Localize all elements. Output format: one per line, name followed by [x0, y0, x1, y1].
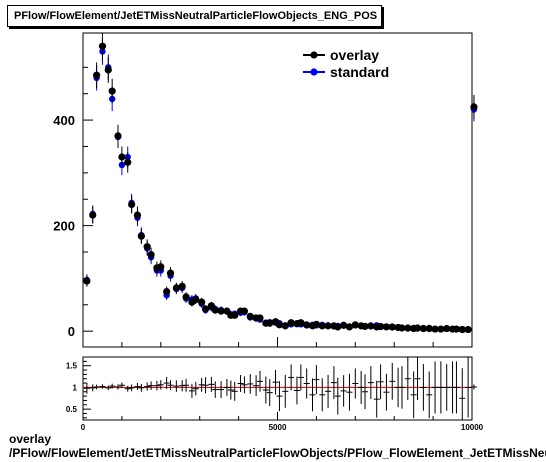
x-tick-label: 0: [81, 423, 86, 430]
overlay-point: [217, 307, 225, 315]
overlay-point: [281, 322, 289, 330]
overlay-point: [275, 321, 284, 329]
overlay-point: [128, 200, 136, 209]
footer-histogram-path: /PFlow/FlowElement/JetETMissNeutralParti…: [9, 446, 546, 460]
overlay-point: [147, 251, 155, 259]
overlay-point: [376, 322, 385, 331]
footer-series-label: overlay: [9, 432, 52, 446]
overlay-point: [83, 277, 91, 285]
overlay-point: [172, 284, 180, 292]
overlay-point: [452, 325, 461, 333]
overlay-point: [198, 298, 206, 306]
overlay-point: [256, 314, 264, 322]
y-tick-label: 200: [53, 219, 75, 234]
overlay-point: [404, 324, 412, 332]
legend-marker: [310, 51, 318, 59]
overlay-point: [398, 324, 406, 332]
overlay-point: [382, 323, 391, 331]
overlay-point: [124, 158, 132, 166]
overlay-point: [89, 211, 97, 219]
y-tick-label: 400: [53, 113, 75, 128]
overlay-point: [287, 319, 295, 327]
overlay-point: [104, 66, 112, 74]
overlay-point: [334, 323, 342, 331]
overlay-point: [178, 282, 186, 290]
overlay-point: [464, 325, 472, 334]
overlay-point: [303, 321, 311, 329]
ratio-plot-marks: [83, 357, 477, 420]
overlay-point: [470, 103, 478, 111]
overlay-point: [345, 323, 354, 331]
overlay-point: [240, 307, 249, 315]
main-axis-ticks: 0 200 400: [53, 66, 473, 347]
overlay-point: [246, 312, 254, 320]
overlay-point: [297, 319, 305, 327]
overlay-point: [367, 322, 375, 330]
overlay-point: [318, 322, 326, 330]
overlay-point: [98, 42, 107, 50]
overlay-point: [182, 293, 190, 301]
overlay-point: [413, 324, 422, 332]
overlay-point: [211, 306, 219, 314]
ratio-y-tick-label: 1.5: [66, 362, 78, 371]
x-tick-label: 10000: [461, 423, 484, 430]
overlay-point: [425, 324, 433, 333]
overlay-point: [443, 324, 451, 333]
overlay-point: [312, 320, 320, 328]
overlay-point: [458, 325, 466, 334]
overlay-point: [133, 211, 142, 219]
overlay-point: [419, 324, 427, 333]
legend-label: standard: [330, 64, 389, 80]
histogram-title-box: PFlow/FlowElement/JetETMissNeutralPartic…: [7, 5, 382, 27]
legend-marker: [310, 68, 318, 76]
overlay-point: [231, 311, 239, 319]
y-tick-label: 0: [68, 324, 75, 339]
overlay-point: [437, 325, 445, 333]
ratio-axis-ticks: 0.5 1 1.5 0 5000 10000: [66, 360, 484, 430]
overlay-point: [361, 322, 369, 331]
overlay-point: [163, 287, 171, 296]
overlay-point: [166, 269, 175, 277]
overlay-point: [157, 263, 165, 271]
overlay-point: [114, 132, 122, 140]
overlay-point: [388, 323, 396, 331]
overlay-point: [431, 325, 439, 333]
main-axes-box: [82, 32, 473, 348]
overlay-point: [108, 87, 116, 95]
overlay-point: [137, 232, 145, 240]
overlay-point: [192, 295, 200, 304]
overlay-point: [118, 153, 126, 161]
histogram-title: PFlow/FlowElement/JetETMissNeutralPartic…: [14, 10, 378, 22]
overlay-point: [351, 321, 359, 329]
overlay-point: [324, 322, 332, 330]
main-plot-marks: [83, 32, 478, 334]
x-tick-label: 5000: [269, 423, 287, 430]
overlay-point: [143, 243, 151, 251]
overlay-point: [201, 305, 210, 313]
main-plot-frame: [82, 32, 473, 348]
legend-label: overlay: [330, 47, 379, 63]
overlay-point: [340, 321, 348, 329]
ratio-y-tick-label: 1: [73, 383, 78, 392]
overlay-point: [266, 319, 274, 327]
overlay-point: [93, 71, 101, 79]
ratio-y-tick-label: 0.5: [66, 405, 78, 414]
